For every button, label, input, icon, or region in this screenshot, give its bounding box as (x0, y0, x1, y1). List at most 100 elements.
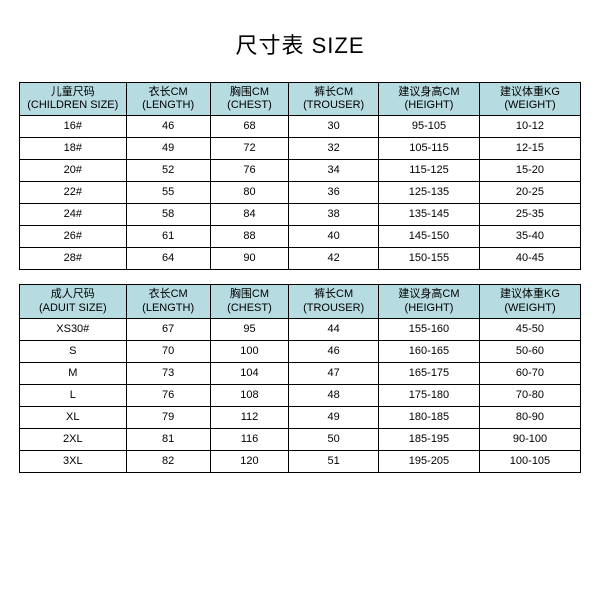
table-cell: 32 (289, 138, 379, 160)
table-cell: 46 (289, 340, 379, 362)
table-cell: 30 (289, 116, 379, 138)
table-cell: 70-80 (479, 384, 580, 406)
table-cell: 68 (210, 116, 289, 138)
table-cell: 195-205 (379, 450, 480, 472)
table-cell: 15-20 (479, 160, 580, 182)
table-cell: 20-25 (479, 182, 580, 204)
table-cell: 52 (126, 160, 210, 182)
table-cell: 165-175 (379, 362, 480, 384)
table-cell: 90-100 (479, 428, 580, 450)
table-cell: 44 (289, 318, 379, 340)
table-cell: 24# (20, 204, 127, 226)
table-cell: 61 (126, 226, 210, 248)
table-cell: 135-145 (379, 204, 480, 226)
table-cell: 40 (289, 226, 379, 248)
adult-tbody: XS30#679544155-16045-50S7010046160-16550… (20, 318, 581, 472)
table-cell: 105-115 (379, 138, 480, 160)
table-cell: 90 (210, 248, 289, 270)
table-cell: 104 (210, 362, 289, 384)
table-row: 3XL8212051195-205100-105 (20, 450, 581, 472)
table-cell: 22# (20, 182, 127, 204)
table-row: 26#618840145-15035-40 (20, 226, 581, 248)
table-cell: 160-165 (379, 340, 480, 362)
table-cell: 155-160 (379, 318, 480, 340)
table-cell: 38 (289, 204, 379, 226)
table-cell: XS30# (20, 318, 127, 340)
table-cell: 10-12 (479, 116, 580, 138)
table-row: 16#46683095-10510-12 (20, 116, 581, 138)
table-row: XL7911249180-18580-90 (20, 406, 581, 428)
table-cell: 28# (20, 248, 127, 270)
table-cell: 145-150 (379, 226, 480, 248)
table-cell: 12-15 (479, 138, 580, 160)
col-header: 建议体重KG(WEIGHT) (479, 285, 580, 318)
table-cell: 51 (289, 450, 379, 472)
table-cell: 34 (289, 160, 379, 182)
table-row: M7310447165-17560-70 (20, 362, 581, 384)
table-cell: XL (20, 406, 127, 428)
table-cell: 100 (210, 340, 289, 362)
table-cell: 46 (126, 116, 210, 138)
table-cell: 58 (126, 204, 210, 226)
table-cell: 115-125 (379, 160, 480, 182)
table-cell: 150-155 (379, 248, 480, 270)
table-cell: 25-35 (479, 204, 580, 226)
table-row: 28#649042150-15540-45 (20, 248, 581, 270)
table-cell: 60-70 (479, 362, 580, 384)
table-cell: 80 (210, 182, 289, 204)
table-cell: 64 (126, 248, 210, 270)
table-cell: 2XL (20, 428, 127, 450)
table-cell: 80-90 (479, 406, 580, 428)
table-cell: 95-105 (379, 116, 480, 138)
table-cell: 40-45 (479, 248, 580, 270)
table-cell: 180-185 (379, 406, 480, 428)
col-header: 衣长CM(LENGTH) (126, 285, 210, 318)
table-cell: 47 (289, 362, 379, 384)
col-header: 衣长CM(LENGTH) (126, 83, 210, 116)
table-cell: 36 (289, 182, 379, 204)
col-header: 建议身高CM(HEIGHT) (379, 83, 480, 116)
table-row: 20#527634115-12515-20 (20, 160, 581, 182)
table-cell: 76 (210, 160, 289, 182)
table-row: 2XL8111650185-19590-100 (20, 428, 581, 450)
table-cell: 49 (126, 138, 210, 160)
table-cell: 125-135 (379, 182, 480, 204)
col-header: 建议体重KG(WEIGHT) (479, 83, 580, 116)
children-tbody: 16#46683095-10510-1218#497232105-11512-1… (20, 116, 581, 270)
table-cell: 175-180 (379, 384, 480, 406)
table-cell: 70 (126, 340, 210, 362)
table-row: L7610848175-18070-80 (20, 384, 581, 406)
table-cell: 76 (126, 384, 210, 406)
col-header: 裤长CM(TROUSER) (289, 83, 379, 116)
table-cell: 67 (126, 318, 210, 340)
table-cell: 185-195 (379, 428, 480, 450)
table-cell: 55 (126, 182, 210, 204)
col-header: 建议身高CM(HEIGHT) (379, 285, 480, 318)
table-cell: 50 (289, 428, 379, 450)
table-cell: 120 (210, 450, 289, 472)
table-cell: 50-60 (479, 340, 580, 362)
col-header: 胸围CM(CHEST) (210, 83, 289, 116)
table-cell: 35-40 (479, 226, 580, 248)
table-cell: 16# (20, 116, 127, 138)
table-cell: S (20, 340, 127, 362)
table-cell: M (20, 362, 127, 384)
col-header: 胸围CM(CHEST) (210, 285, 289, 318)
table-cell: 84 (210, 204, 289, 226)
table-cell: 79 (126, 406, 210, 428)
table-row: 22#558036125-13520-25 (20, 182, 581, 204)
table-cell: 116 (210, 428, 289, 450)
table-cell: 49 (289, 406, 379, 428)
table-cell: 72 (210, 138, 289, 160)
table-cell: L (20, 384, 127, 406)
col-header: 裤长CM(TROUSER) (289, 285, 379, 318)
table-cell: 48 (289, 384, 379, 406)
table-cell: 88 (210, 226, 289, 248)
table-row: 24#588438135-14525-35 (20, 204, 581, 226)
table-cell: 82 (126, 450, 210, 472)
table-cell: 3XL (20, 450, 127, 472)
adult-size-table: 成人尺码(ADUIT SIZE) 衣长CM(LENGTH) 胸围CM(CHEST… (19, 284, 581, 472)
col-header: 儿童尺码(CHILDREN SIZE) (20, 83, 127, 116)
table-header-row: 成人尺码(ADUIT SIZE) 衣长CM(LENGTH) 胸围CM(CHEST… (20, 285, 581, 318)
size-tables: 儿童尺码(CHILDREN SIZE) 衣长CM(LENGTH) 胸围CM(CH… (19, 82, 581, 473)
